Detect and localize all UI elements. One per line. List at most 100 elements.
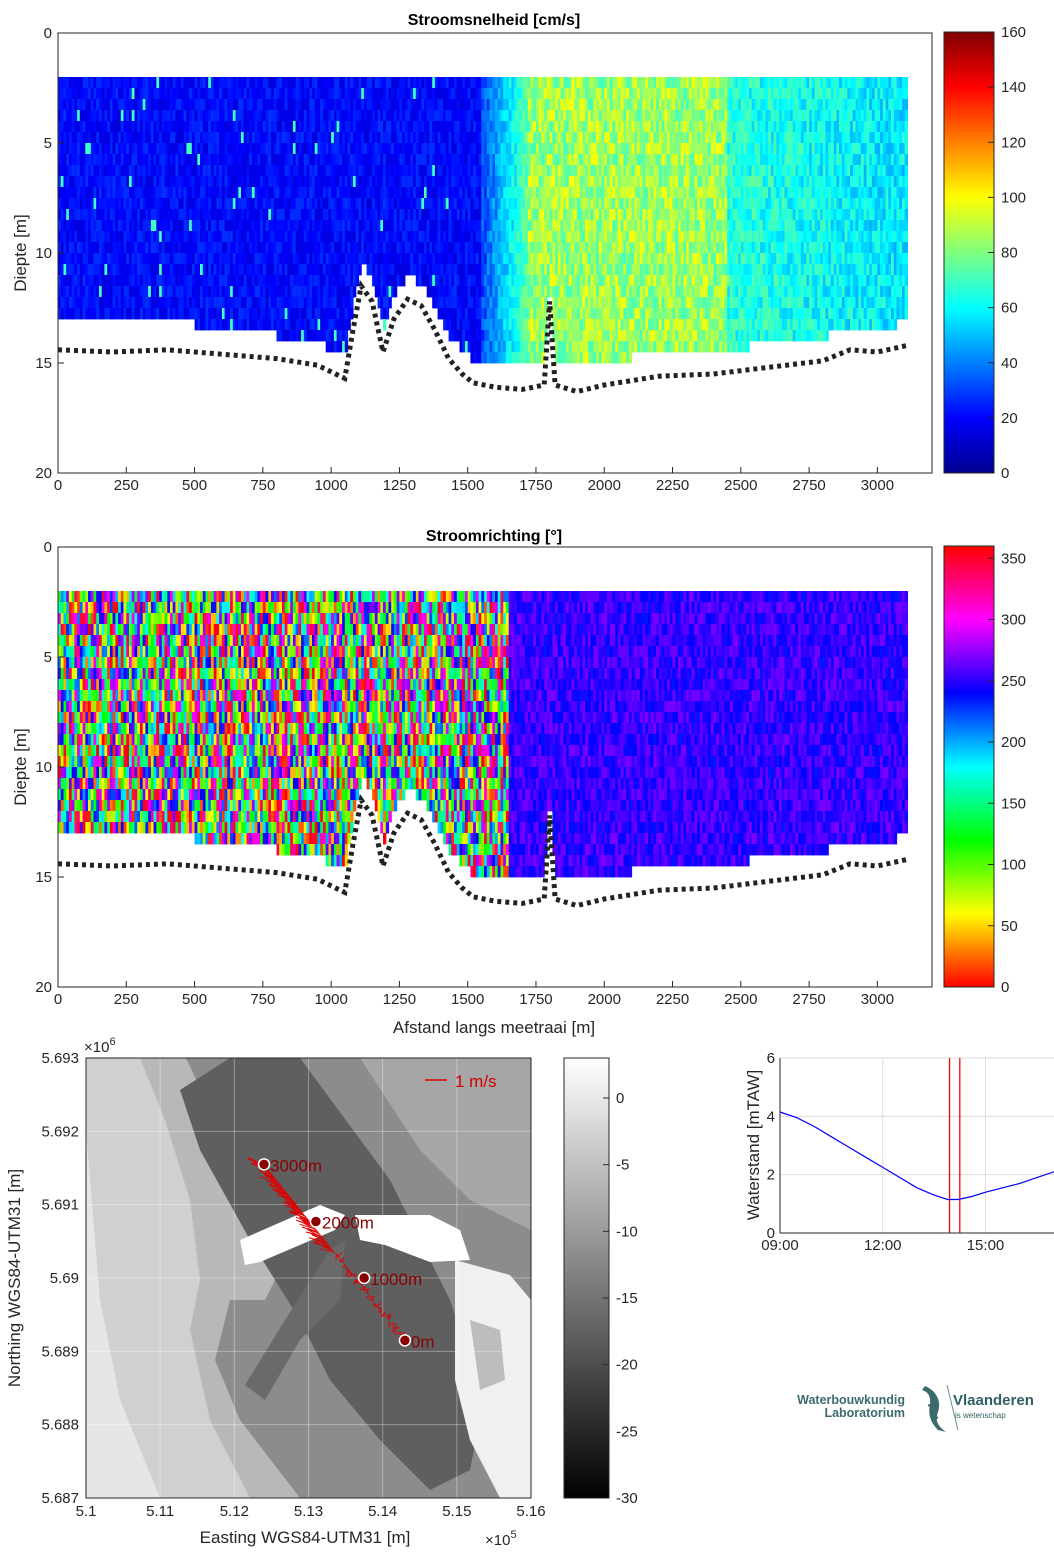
heatmap-cell	[601, 319, 605, 331]
heatmap-cell	[314, 143, 319, 155]
heatmap-cell	[194, 242, 198, 254]
heatmap-cell	[443, 231, 447, 243]
heatmap-cell	[257, 99, 261, 111]
heatmap-cell	[437, 297, 441, 309]
heatmap-cell	[604, 132, 608, 144]
heatmap-cell	[440, 154, 444, 166]
heatmap-cell	[104, 242, 108, 254]
heatmap-cell	[295, 165, 299, 177]
heatmap-cell	[566, 110, 570, 122]
heatmap-cell	[213, 297, 218, 309]
heatmap-cell	[153, 165, 157, 177]
heatmap-cell	[609, 253, 614, 265]
heatmap-cell	[170, 176, 174, 188]
heatmap-cell	[254, 110, 259, 122]
heatmap-cell	[312, 110, 316, 122]
heatmap-cell	[467, 220, 472, 232]
heatmap-cell	[153, 286, 157, 298]
heatmap-cell	[516, 308, 521, 320]
heatmap-cell	[66, 77, 70, 89]
heatmap-cell	[571, 99, 575, 111]
heatmap-cell	[555, 121, 559, 133]
heatmap-cell	[331, 187, 335, 199]
heatmap-cell	[303, 187, 308, 199]
heatmap-cell	[511, 319, 515, 331]
heatmap-cell	[227, 99, 231, 111]
heatmap-cell	[172, 121, 177, 133]
heatmap-cell	[566, 319, 570, 331]
heatmap-cell	[290, 198, 294, 210]
heatmap-cell	[399, 121, 403, 133]
heatmap-cell	[235, 132, 239, 144]
heatmap-cell	[598, 308, 603, 320]
heatmap-cell	[566, 220, 570, 232]
heatmap-cell	[320, 77, 324, 89]
heatmap-cell	[568, 121, 573, 133]
heatmap-cell	[628, 275, 633, 287]
heatmap-cell	[71, 275, 76, 287]
heatmap-cell	[148, 77, 152, 89]
heatmap-cell	[63, 264, 67, 276]
heatmap-cell	[527, 308, 532, 320]
heatmap-cell	[560, 231, 564, 243]
heatmap-cell	[96, 176, 100, 188]
heatmap-cell	[508, 198, 513, 210]
heatmap-cell	[514, 275, 518, 287]
heatmap-cell	[634, 165, 638, 177]
heatmap-cell	[516, 286, 521, 298]
heatmap-cell	[317, 110, 321, 122]
heatmap-cell	[251, 143, 256, 155]
heatmap-cell	[328, 275, 332, 287]
heatmap-cell	[191, 264, 196, 276]
heatmap-cell	[407, 253, 411, 265]
heatmap-cell	[172, 176, 177, 188]
heatmap-cell	[172, 198, 177, 210]
heatmap-cell	[440, 132, 444, 144]
heatmap-cell	[369, 242, 373, 254]
heatmap-cell	[388, 198, 392, 210]
heatmap-cell	[437, 220, 441, 232]
heatmap-cell	[536, 220, 540, 232]
heatmap-cell	[530, 198, 534, 210]
heatmap-cell	[579, 176, 584, 188]
heatmap-cell	[486, 242, 491, 254]
heatmap-cell	[393, 242, 398, 254]
heatmap-cell	[301, 154, 305, 166]
heatmap-cell	[511, 209, 515, 221]
heatmap-cell	[508, 88, 513, 100]
heatmap-cell	[350, 110, 354, 122]
heatmap-cell	[82, 121, 86, 133]
heatmap-cell	[530, 253, 534, 265]
heatmap-cell	[284, 77, 289, 89]
heatmap-cell	[139, 231, 144, 243]
heatmap-cell	[79, 297, 84, 309]
heatmap-cell	[388, 99, 392, 111]
heatmap-cell	[410, 88, 414, 100]
heatmap-cell	[172, 297, 177, 309]
heatmap-cell	[312, 220, 316, 232]
heatmap-cell	[93, 121, 97, 133]
heatmap-cell	[276, 308, 280, 320]
heatmap-cell	[312, 242, 316, 254]
heatmap-cell	[123, 165, 127, 177]
heatmap-cell	[257, 77, 261, 89]
heatmap-cell	[470, 220, 474, 232]
heatmap-cell	[328, 231, 332, 243]
heatmap-cell	[178, 77, 182, 89]
heatmap-cell	[219, 231, 223, 243]
heatmap-cell	[292, 121, 297, 133]
heatmap-cell	[399, 132, 403, 144]
heatmap-cell	[202, 253, 207, 265]
heatmap-cell	[489, 165, 493, 177]
heatmap-cell	[301, 132, 305, 144]
heatmap-cell	[175, 297, 179, 309]
heatmap-cell	[516, 231, 521, 243]
heatmap-cell	[129, 77, 133, 89]
heatmap-cell	[459, 220, 463, 232]
heatmap-cell	[399, 198, 403, 210]
heatmap-cell	[470, 330, 474, 342]
heatmap-cell	[421, 143, 425, 155]
heatmap-cell	[290, 330, 294, 342]
heatmap-cell	[306, 88, 310, 100]
heatmap-cell	[519, 264, 523, 276]
